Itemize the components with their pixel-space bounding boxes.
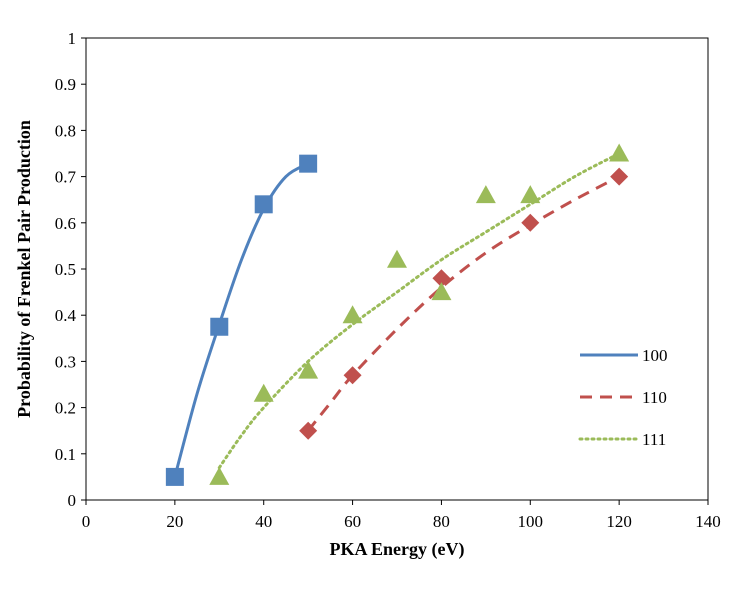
x-tick-label: 60 [344, 512, 361, 531]
y-tick-label: 0.9 [55, 75, 76, 94]
legend: 100 110 111 [578, 346, 668, 449]
x-tick-label: 0 [82, 512, 91, 531]
trend-line-111 [217, 152, 621, 470]
x-tick-label: 100 [518, 512, 544, 531]
y-axis-title: Probability of Frenkel Pair Production [14, 120, 34, 418]
y-tick-label: 0.5 [55, 260, 76, 279]
data-point-111 [298, 360, 319, 379]
legend-label-111: 111 [642, 430, 666, 449]
trend-line-110 [306, 175, 620, 432]
data-point-100 [254, 195, 273, 214]
legend-label-110: 110 [642, 388, 667, 407]
data-point-110 [521, 213, 540, 232]
data-point-111 [387, 249, 407, 268]
y-tick-label: 0.6 [55, 214, 76, 233]
y-tick-label: 0 [68, 491, 77, 510]
y-tick-label: 0.8 [55, 121, 76, 140]
trend-line-100 [173, 162, 309, 478]
data-point-100 [299, 154, 318, 173]
data-point-111 [342, 305, 363, 324]
data-point-111 [253, 383, 274, 402]
data-point-110 [299, 421, 318, 440]
x-tick-label: 120 [606, 512, 632, 531]
data-point-111 [520, 185, 541, 204]
data-point-110 [610, 167, 629, 186]
y-tick-label: 0.7 [55, 168, 77, 187]
data-point-111 [475, 185, 496, 204]
data-point-110 [343, 366, 362, 385]
plot-area [85, 37, 709, 501]
x-axis-title: PKA Energy (eV) [330, 539, 465, 560]
data-point-111 [431, 282, 452, 301]
y-tick-label: 0.3 [55, 352, 76, 371]
data-markers [165, 143, 630, 486]
legend-label-100: 100 [642, 346, 668, 365]
y-axis-ticks: 0 0.1 0.2 0.3 0.4 0.5 0.6 0.7 0.8 0.9 1 [55, 29, 86, 510]
y-tick-label: 0.2 [55, 399, 76, 418]
data-point-111 [209, 466, 230, 485]
data-point-110 [432, 269, 451, 288]
x-tick-label: 40 [255, 512, 272, 531]
data-point-100 [210, 317, 229, 336]
x-tick-label: 140 [695, 512, 721, 531]
data-point-100 [165, 467, 184, 486]
y-tick-label: 1 [68, 29, 77, 48]
y-tick-label: 0.4 [55, 306, 77, 325]
x-tick-label: 20 [166, 512, 183, 531]
x-axis-ticks: 0 20 40 60 80 100 120 140 [82, 500, 721, 531]
y-tick-label: 0.1 [55, 445, 76, 464]
data-point-111 [609, 143, 630, 162]
trend-lines [173, 152, 621, 478]
x-tick-label: 80 [433, 512, 450, 531]
